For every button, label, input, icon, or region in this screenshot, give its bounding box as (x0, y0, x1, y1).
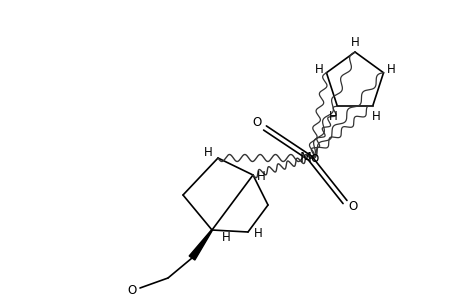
Text: H: H (221, 232, 230, 244)
Text: H: H (253, 227, 262, 241)
Polygon shape (189, 230, 212, 260)
Text: H: H (328, 110, 337, 123)
Text: O: O (252, 116, 261, 130)
Text: Mo: Mo (299, 151, 319, 165)
Text: H: H (386, 63, 395, 76)
Text: H: H (256, 170, 265, 184)
Text: O: O (127, 284, 136, 298)
Text: H: H (350, 35, 358, 49)
Text: O: O (347, 200, 357, 214)
Text: H: H (371, 110, 380, 123)
Text: H: H (314, 63, 323, 76)
Text: H: H (203, 146, 212, 160)
